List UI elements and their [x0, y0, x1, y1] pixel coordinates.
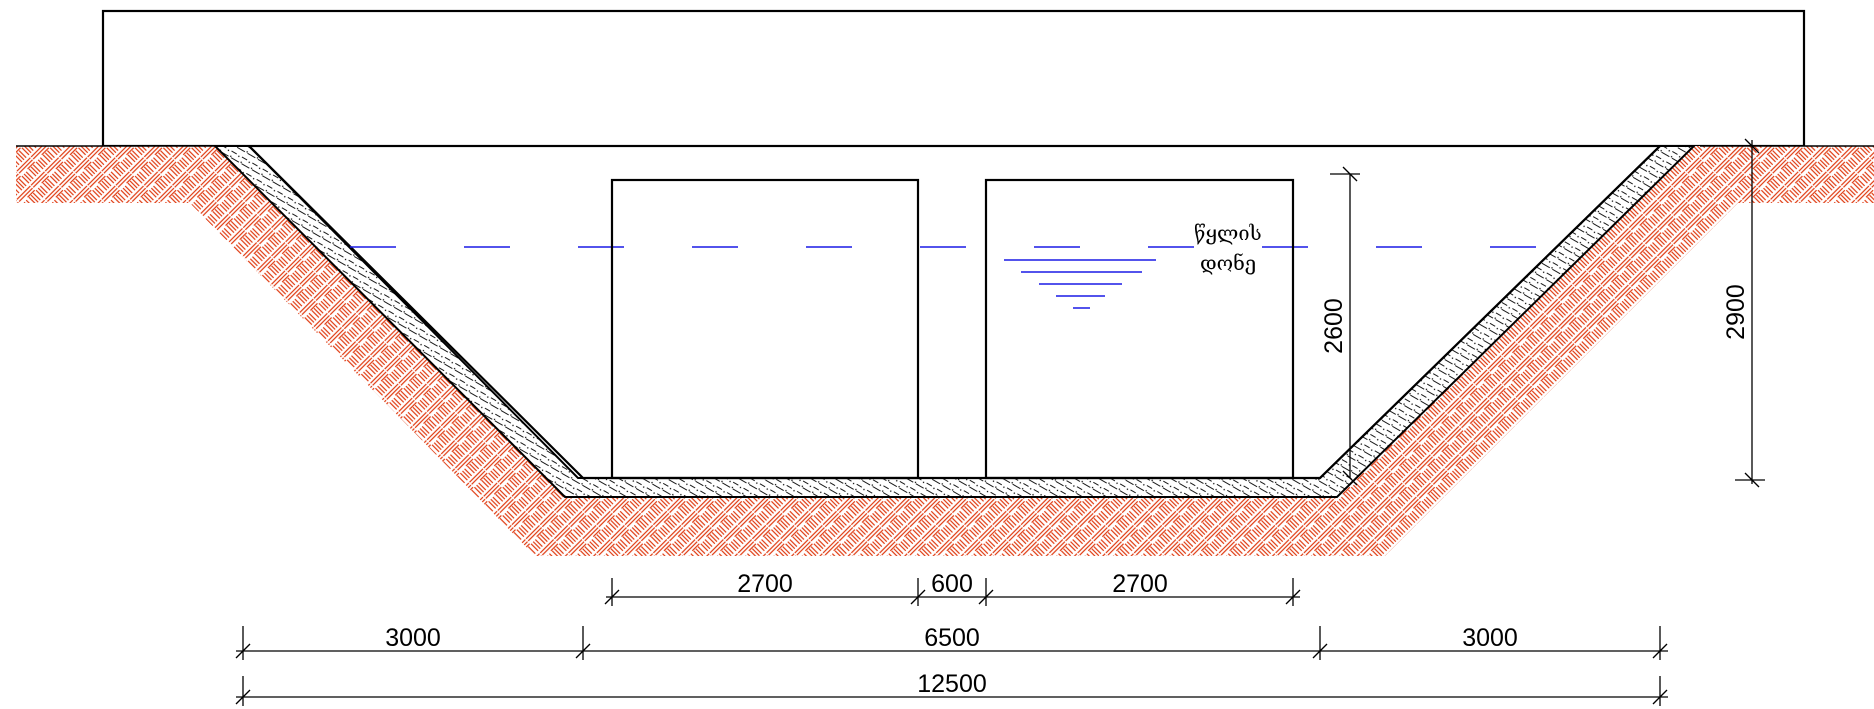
dim-right-slope-label: 3000	[1462, 624, 1518, 652]
soil-surface-left	[16, 146, 250, 203]
water-level-symbol	[1004, 259, 1156, 309]
dim-left-slope-label: 3000	[385, 624, 441, 652]
dim-trench-depth	[1735, 138, 1765, 488]
dim-pipe-height	[1330, 166, 1360, 486]
dim-pipe-gap-label: 600	[931, 570, 973, 598]
water-level-label-line2: დონე	[1200, 251, 1256, 275]
water-level-label-line1: წყლის	[1194, 221, 1262, 245]
culvert-box-left	[610, 178, 920, 480]
dim-row-pipes	[604, 578, 1301, 606]
dim-bottom-width-label: 6500	[924, 624, 980, 652]
soil-surface-right	[1700, 146, 1874, 203]
dim-pipe-width-1-label: 2700	[737, 570, 793, 598]
dim-pipe-width-2-label: 2700	[1112, 570, 1168, 598]
dim-trench-depth-label: 2900	[1722, 284, 1750, 340]
culvert-box-right	[984, 178, 1295, 480]
trench-inner-edge	[248, 145, 1661, 480]
dim-pipe-height-label: 2600	[1320, 298, 1348, 354]
dim-row-total	[235, 676, 1668, 706]
surcharge-slab	[101, 9, 1806, 148]
dim-row-trench	[235, 626, 1668, 660]
dim-total-width-label: 12500	[917, 670, 987, 698]
